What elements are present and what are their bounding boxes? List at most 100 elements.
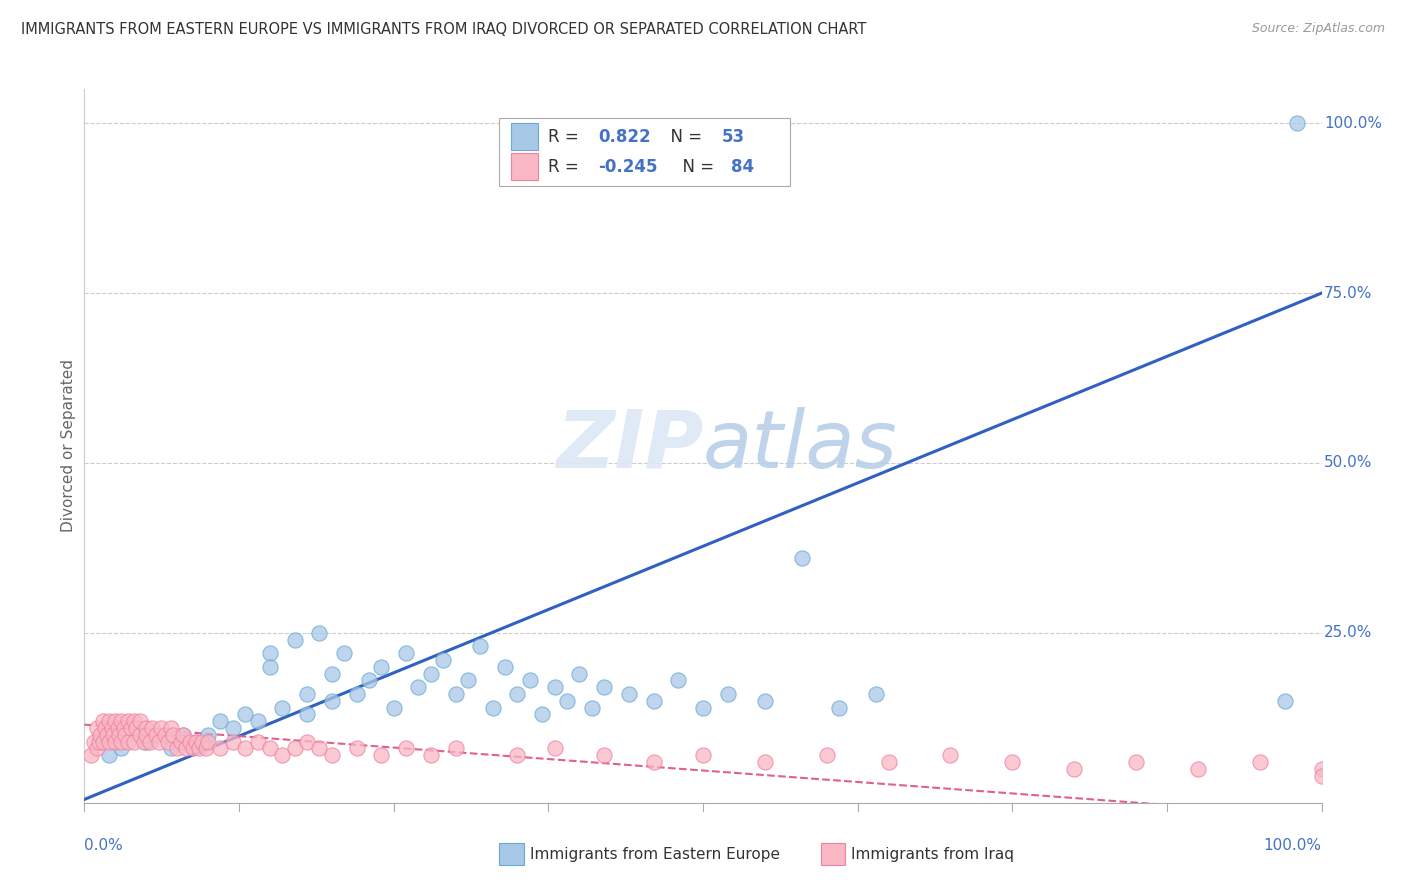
- Text: 100.0%: 100.0%: [1324, 116, 1382, 131]
- FancyBboxPatch shape: [512, 123, 538, 150]
- Point: [112, 721, 135, 735]
- Point: [86, 721, 108, 735]
- Point: [209, 741, 232, 756]
- Point: [233, 707, 256, 722]
- Point: [117, 734, 139, 748]
- Point: [1001, 755, 1024, 769]
- Point: [271, 748, 294, 763]
- Point: [233, 741, 256, 756]
- Point: [643, 694, 665, 708]
- Point: [110, 714, 132, 729]
- Point: [519, 673, 541, 688]
- Point: [419, 666, 441, 681]
- Point: [284, 741, 307, 756]
- Point: [408, 680, 430, 694]
- Point: [259, 660, 281, 674]
- Point: [1285, 116, 1308, 130]
- Point: [83, 734, 105, 748]
- Text: atlas: atlas: [703, 407, 898, 485]
- Point: [506, 748, 529, 763]
- Point: [1310, 762, 1333, 776]
- Point: [555, 694, 578, 708]
- Point: [346, 687, 368, 701]
- Point: [754, 694, 776, 708]
- FancyBboxPatch shape: [499, 118, 790, 186]
- Text: N =: N =: [672, 158, 720, 176]
- Point: [457, 673, 479, 688]
- Point: [172, 728, 194, 742]
- Point: [1310, 769, 1333, 783]
- Point: [865, 687, 887, 701]
- Point: [395, 646, 418, 660]
- Text: 0.822: 0.822: [598, 128, 651, 145]
- Point: [370, 748, 392, 763]
- FancyBboxPatch shape: [512, 153, 538, 180]
- Text: Source: ZipAtlas.com: Source: ZipAtlas.com: [1251, 22, 1385, 36]
- Point: [543, 741, 565, 756]
- Point: [162, 728, 184, 742]
- Point: [188, 741, 211, 756]
- Point: [295, 734, 318, 748]
- Point: [432, 653, 454, 667]
- Point: [1274, 694, 1296, 708]
- Point: [259, 741, 281, 756]
- Point: [122, 734, 145, 748]
- Point: [160, 741, 183, 756]
- Point: [321, 748, 343, 763]
- Point: [444, 687, 467, 701]
- Point: [108, 728, 131, 742]
- Point: [717, 687, 740, 701]
- Point: [370, 660, 392, 674]
- Text: 0.0%: 0.0%: [84, 838, 124, 854]
- Point: [333, 646, 356, 660]
- Point: [100, 721, 122, 735]
- Point: [98, 748, 121, 763]
- Text: 84: 84: [731, 158, 755, 176]
- Point: [308, 741, 330, 756]
- Point: [790, 551, 813, 566]
- Point: [145, 728, 167, 742]
- Text: 53: 53: [721, 128, 745, 145]
- Point: [321, 666, 343, 681]
- Point: [135, 721, 157, 735]
- Point: [346, 741, 368, 756]
- Point: [1063, 762, 1085, 776]
- Point: [91, 734, 114, 748]
- Point: [666, 673, 689, 688]
- Point: [531, 707, 554, 722]
- Point: [295, 687, 318, 701]
- Point: [150, 721, 173, 735]
- Point: [321, 694, 343, 708]
- Point: [617, 687, 640, 701]
- Text: Immigrants from Eastern Europe: Immigrants from Eastern Europe: [530, 847, 780, 862]
- Point: [246, 734, 269, 748]
- Point: [754, 755, 776, 769]
- Point: [129, 728, 152, 742]
- Point: [98, 714, 121, 729]
- Point: [357, 673, 380, 688]
- Text: ZIP: ZIP: [555, 407, 703, 485]
- Point: [89, 728, 111, 742]
- Point: [568, 666, 591, 681]
- Point: [939, 748, 962, 763]
- Point: [104, 734, 127, 748]
- Point: [692, 700, 714, 714]
- Point: [308, 626, 330, 640]
- Text: N =: N =: [659, 128, 707, 145]
- Point: [117, 714, 139, 729]
- Text: 50.0%: 50.0%: [1324, 456, 1372, 470]
- Point: [148, 734, 170, 748]
- Point: [89, 734, 111, 748]
- Text: R =: R =: [548, 128, 585, 145]
- Point: [141, 721, 163, 735]
- Point: [494, 660, 516, 674]
- Point: [194, 741, 217, 756]
- Point: [197, 728, 219, 742]
- FancyBboxPatch shape: [821, 844, 845, 865]
- Point: [79, 748, 101, 763]
- Point: [470, 640, 492, 654]
- Point: [419, 748, 441, 763]
- Point: [197, 734, 219, 748]
- Point: [135, 734, 157, 748]
- Point: [593, 680, 616, 694]
